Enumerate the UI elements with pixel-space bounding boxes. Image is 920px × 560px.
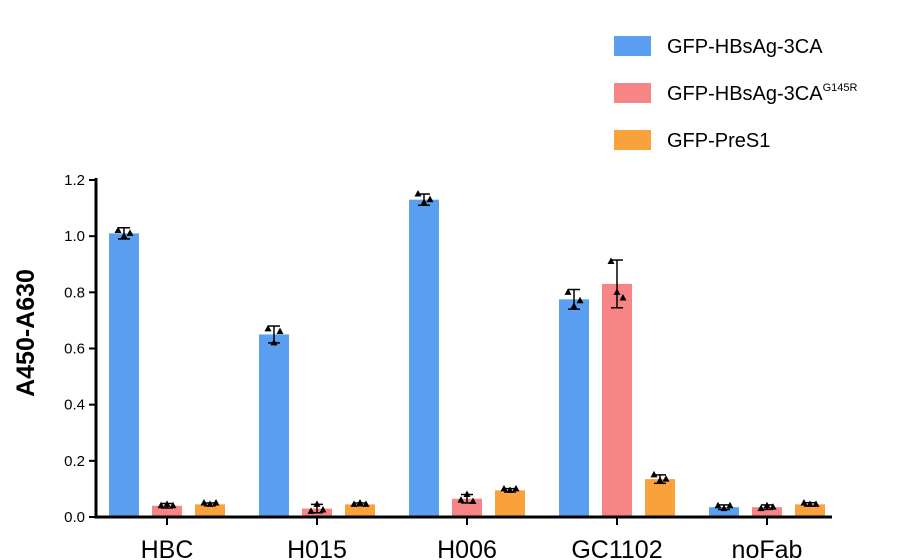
data-point: [506, 486, 514, 493]
x-category-label: noFab: [732, 536, 803, 560]
data-point: [662, 475, 670, 482]
data-point: [356, 498, 364, 506]
data-point: [763, 501, 771, 509]
data-point: [570, 302, 578, 309]
data-point: [362, 500, 370, 507]
bar-hbc-series-3: [195, 504, 225, 517]
legend-swatch: [614, 83, 651, 103]
data-point: [576, 296, 584, 304]
data-point: [650, 470, 658, 478]
data-point: [264, 324, 272, 332]
data-point: [126, 229, 134, 236]
bar-nofab-series-3: [795, 504, 825, 517]
data-point: [414, 190, 422, 197]
data-point: [319, 505, 327, 513]
bar-nofab-series-2: [752, 507, 782, 517]
data-point: [163, 500, 171, 507]
data-point: [800, 498, 808, 506]
y-tick-label: 0.6: [64, 341, 85, 358]
bar-gc1102-series-2: [602, 283, 632, 517]
data-point: [607, 257, 615, 264]
data-point: [114, 226, 122, 234]
data-point: [806, 500, 814, 507]
data-point: [270, 338, 278, 346]
data-point: [276, 327, 284, 335]
data-point: [613, 288, 621, 295]
data-point: [426, 195, 434, 203]
data-point: [169, 501, 177, 509]
axes-layer: 0.0 0.2 0.4 0.6 0.8 1.0 1.2 HBC H015 H006 GC1102 no…: [64, 172, 832, 560]
data-point: [769, 503, 777, 510]
data-point: [812, 500, 820, 507]
y-tick-label: 0.4: [64, 397, 85, 414]
bar-h015-series-1: [259, 334, 289, 517]
data-point: [714, 501, 722, 509]
data-point: [469, 497, 477, 505]
data-point: [120, 232, 128, 239]
data-point: [212, 498, 220, 506]
bar-gc1102-series-1: [559, 299, 589, 517]
legend-label-superscript: G145R: [823, 82, 858, 94]
data-point: [564, 288, 572, 295]
legend-label: GFP-PreS1: [667, 130, 770, 152]
x-category-label: H015: [287, 536, 347, 560]
y-tick-label: 1.0: [64, 228, 85, 245]
data-point: [619, 293, 627, 301]
data-point: [656, 476, 664, 483]
y-axis-label: A450-A630: [12, 269, 40, 397]
bars-layer: [109, 190, 825, 518]
legend: GFP-HBsAg-3CA GFP-HBsAg-3CAG145R GFP-PreS1: [614, 36, 858, 152]
data-point: [157, 501, 165, 509]
data-point: [200, 498, 208, 506]
bar-hbc-series-2: [152, 505, 182, 517]
x-category-label: GC1102: [571, 536, 662, 560]
bar-hbc-series-1: [109, 233, 139, 517]
data-point: [757, 504, 765, 512]
data-point: [307, 507, 315, 514]
data-point: [500, 484, 508, 492]
data-point: [206, 500, 214, 507]
legend-swatch: [614, 36, 651, 56]
data-point: [420, 198, 428, 205]
y-tick-label: 0.2: [64, 453, 85, 470]
legend-label: GFP-HBsAg-3CAG145R: [667, 82, 858, 105]
data-point: [720, 504, 728, 512]
data-point: [726, 501, 734, 509]
legend-swatch: [614, 130, 651, 150]
data-point: [512, 484, 520, 492]
bar-nofab-series-1: [709, 507, 739, 517]
data-point: [463, 490, 471, 498]
legend-label: GFP-HBsAg-3CA: [667, 36, 823, 58]
data-point: [350, 500, 358, 507]
x-category-label: HBC: [141, 536, 194, 560]
bar-h006-series-1: [409, 199, 439, 518]
bar-h006-series-3: [495, 490, 525, 517]
data-point: [457, 496, 465, 503]
bar-gc1102-series-3: [645, 479, 675, 517]
y-tick-label: 1.2: [64, 172, 85, 189]
x-category-label: H006: [437, 536, 497, 560]
bar-h015-series-3: [345, 504, 375, 517]
y-tick-label: 0.8: [64, 284, 85, 301]
y-tick-label: 0.0: [64, 509, 85, 526]
data-point: [313, 500, 321, 507]
